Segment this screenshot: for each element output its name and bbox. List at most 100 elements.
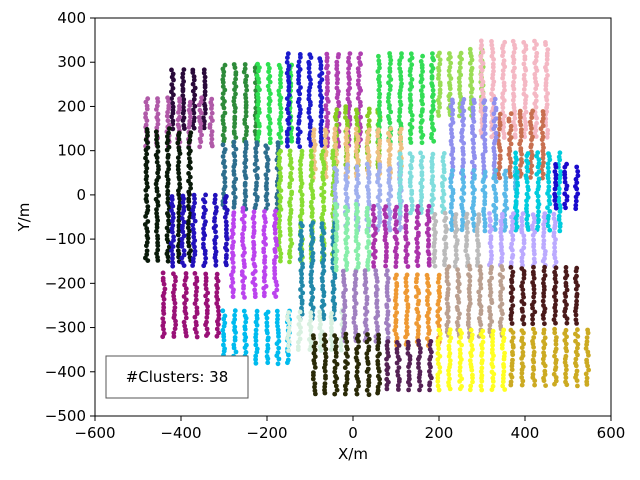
data-point [251, 224, 257, 230]
data-point [365, 359, 371, 364]
data-point [275, 140, 281, 146]
data-point [399, 54, 404, 60]
data-point [186, 107, 192, 113]
data-point [194, 334, 200, 340]
data-point [501, 58, 507, 64]
data-point [274, 308, 280, 314]
data-point [535, 198, 541, 204]
data-point [342, 320, 348, 326]
data-point [354, 205, 360, 211]
data-point [318, 92, 323, 98]
data-point [165, 248, 171, 254]
data-point [533, 104, 539, 110]
data-point [443, 245, 449, 250]
data-point [544, 134, 550, 140]
data-point [287, 248, 293, 254]
data-point [396, 118, 402, 123]
data-point [461, 191, 467, 196]
data-point [199, 95, 205, 101]
data-point [220, 91, 226, 96]
data-point [513, 154, 519, 160]
data-point [253, 149, 259, 155]
data-point [460, 157, 466, 162]
data-point [192, 326, 198, 332]
data-point [431, 99, 436, 104]
data-point [404, 272, 410, 278]
data-point [252, 276, 257, 282]
data-point [468, 361, 474, 367]
data-point [333, 142, 339, 148]
data-point [166, 166, 172, 172]
data-point [478, 308, 484, 314]
data-point [346, 81, 352, 87]
data-point [404, 324, 410, 330]
data-point [310, 220, 316, 226]
data-point [343, 224, 349, 229]
data-point [478, 275, 484, 281]
data-point [166, 122, 172, 128]
data-point [216, 312, 222, 318]
data-point [435, 379, 441, 384]
data-point [498, 289, 503, 295]
data-point [190, 67, 196, 73]
data-point [407, 95, 413, 101]
data-point [470, 130, 475, 136]
data-point [191, 115, 197, 121]
data-point [414, 276, 419, 282]
data-point [354, 350, 360, 356]
data-point [321, 159, 326, 165]
data-point [372, 237, 378, 243]
data-point [544, 51, 550, 56]
data-point [552, 198, 558, 203]
data-point [181, 104, 186, 110]
data-point [298, 287, 303, 292]
data-point [155, 111, 161, 117]
data-point [179, 260, 185, 265]
data-point [198, 99, 204, 105]
data-point [418, 198, 424, 204]
data-point [251, 261, 257, 267]
data-point [490, 357, 495, 362]
data-point [322, 138, 328, 144]
data-point [143, 122, 149, 128]
data-point [564, 287, 570, 293]
data-point [394, 335, 400, 341]
data-point [437, 87, 443, 93]
data-point [501, 49, 506, 55]
data-point [435, 313, 441, 319]
cluster-39 [508, 326, 591, 389]
data-point [562, 179, 568, 185]
data-point [542, 335, 548, 341]
data-point [176, 210, 182, 216]
data-point [278, 125, 283, 130]
data-point [458, 335, 463, 340]
data-point [443, 234, 448, 240]
data-point [546, 151, 551, 157]
data-point [182, 323, 188, 329]
data-point [408, 81, 414, 86]
data-point [312, 365, 318, 370]
data-point [523, 97, 528, 103]
data-point [242, 313, 248, 319]
data-point [373, 268, 379, 273]
data-point [299, 279, 304, 285]
cluster-1 [169, 67, 208, 132]
data-point [212, 197, 218, 202]
data-point [419, 98, 424, 104]
data-point [224, 230, 229, 236]
data-point [502, 350, 507, 356]
data-point [456, 315, 461, 321]
data-point [169, 194, 175, 199]
data-point [262, 254, 268, 259]
data-point [353, 234, 359, 240]
data-point [241, 224, 247, 230]
data-point [298, 228, 304, 234]
data-point [265, 168, 271, 174]
data-point [194, 309, 200, 314]
data-point [457, 60, 463, 66]
data-point [468, 76, 474, 81]
data-point [297, 336, 303, 342]
data-point [311, 370, 316, 375]
data-point [519, 328, 525, 333]
data-point [363, 317, 369, 322]
